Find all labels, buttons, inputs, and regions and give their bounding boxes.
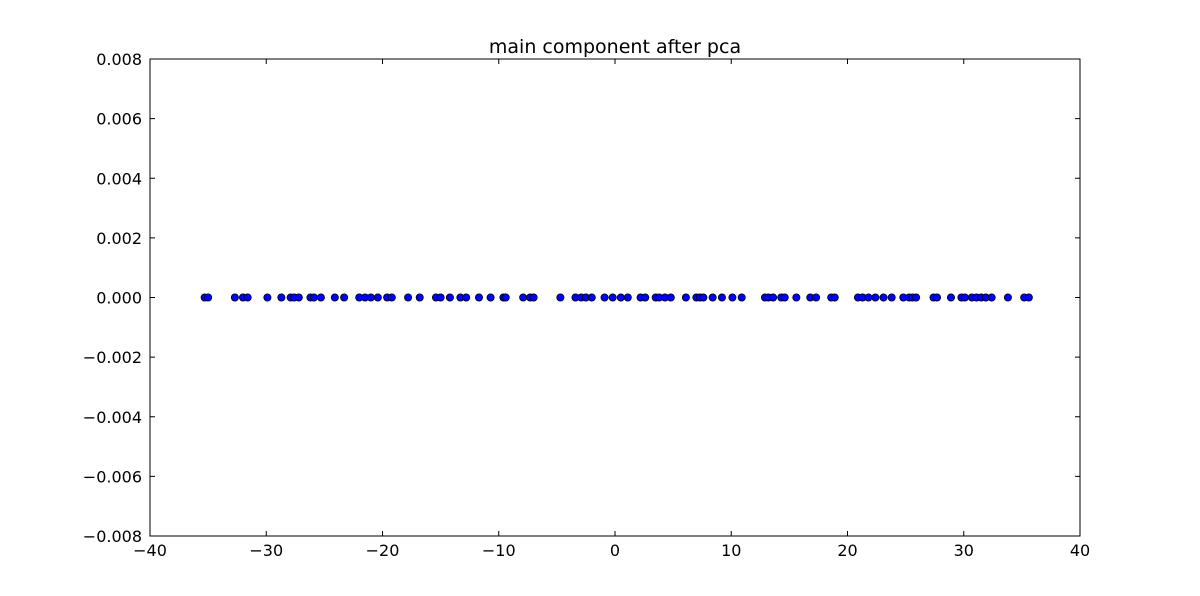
data-point [387, 293, 396, 302]
data-point [415, 293, 424, 302]
data-point [666, 293, 675, 302]
y-tick-label: −0.004 [83, 408, 142, 427]
y-tick-label: −0.002 [83, 348, 142, 367]
y-tick-label: −0.008 [83, 527, 142, 546]
x-tick-label: 20 [837, 541, 857, 560]
data-point [445, 293, 454, 302]
data-point [529, 293, 538, 302]
data-point [623, 293, 632, 302]
data-point [600, 293, 609, 302]
y-tick-label: −0.006 [83, 467, 142, 486]
x-tick-label: −30 [249, 541, 283, 560]
data-point [373, 293, 382, 302]
data-point [912, 293, 921, 302]
data-point [330, 293, 339, 302]
y-tick-label: 0.002 [96, 229, 142, 248]
data-point [871, 293, 880, 302]
data-point [608, 293, 617, 302]
data-point [792, 293, 801, 302]
data-point [987, 293, 996, 302]
data-point [960, 293, 969, 302]
data-point [243, 293, 252, 302]
data-point [316, 293, 325, 302]
data-point [641, 293, 650, 302]
x-tick-label: −40 [133, 541, 167, 560]
x-tick-label: 0 [610, 541, 620, 560]
x-tick-label: 30 [954, 541, 974, 560]
x-tick-label: 40 [1070, 541, 1090, 560]
data-point [1003, 293, 1012, 302]
data-point [737, 293, 746, 302]
data-point [587, 293, 596, 302]
y-tick-label: 0.006 [96, 110, 142, 129]
data-point [263, 293, 272, 302]
data-point [230, 293, 239, 302]
data-point [204, 293, 213, 302]
data-point [717, 293, 726, 302]
data-point [474, 293, 483, 302]
data-point [366, 293, 375, 302]
data-point [277, 293, 286, 302]
chart-title: main component after pca [489, 36, 741, 58]
data-point [681, 293, 690, 302]
data-point [501, 293, 510, 302]
data-point [1024, 293, 1033, 302]
data-point [864, 293, 873, 302]
data-point [830, 293, 839, 302]
axis-ticks: −40 −30 −20 −10 0 10 20 30 40 0.008 0.006 0.004 0.00… [83, 50, 1090, 560]
data-point [946, 293, 955, 302]
data-point [879, 293, 888, 302]
data-point [708, 293, 717, 302]
x-tick-label: −20 [366, 541, 400, 560]
data-point [462, 293, 471, 302]
data-point [812, 293, 821, 302]
data-point [887, 293, 896, 302]
data-point [933, 293, 942, 302]
data-point [780, 293, 789, 302]
y-tick-label: 0.008 [96, 50, 142, 69]
data-point [616, 293, 625, 302]
y-tick-label: 0.004 [96, 169, 142, 188]
data-point [699, 293, 708, 302]
data-point [556, 293, 565, 302]
data-points [200, 293, 1033, 302]
plot-area-frame [149, 58, 1081, 537]
data-point [294, 293, 303, 302]
data-point [436, 293, 445, 302]
data-point [486, 293, 495, 302]
x-tick-label: −10 [482, 541, 516, 560]
data-point [519, 293, 528, 302]
data-point [769, 293, 778, 302]
y-tick-label: 0.000 [96, 289, 142, 308]
data-point [728, 293, 737, 302]
data-point [309, 293, 318, 302]
data-point [340, 293, 349, 302]
data-point [404, 293, 413, 302]
x-tick-label: 10 [721, 541, 741, 560]
